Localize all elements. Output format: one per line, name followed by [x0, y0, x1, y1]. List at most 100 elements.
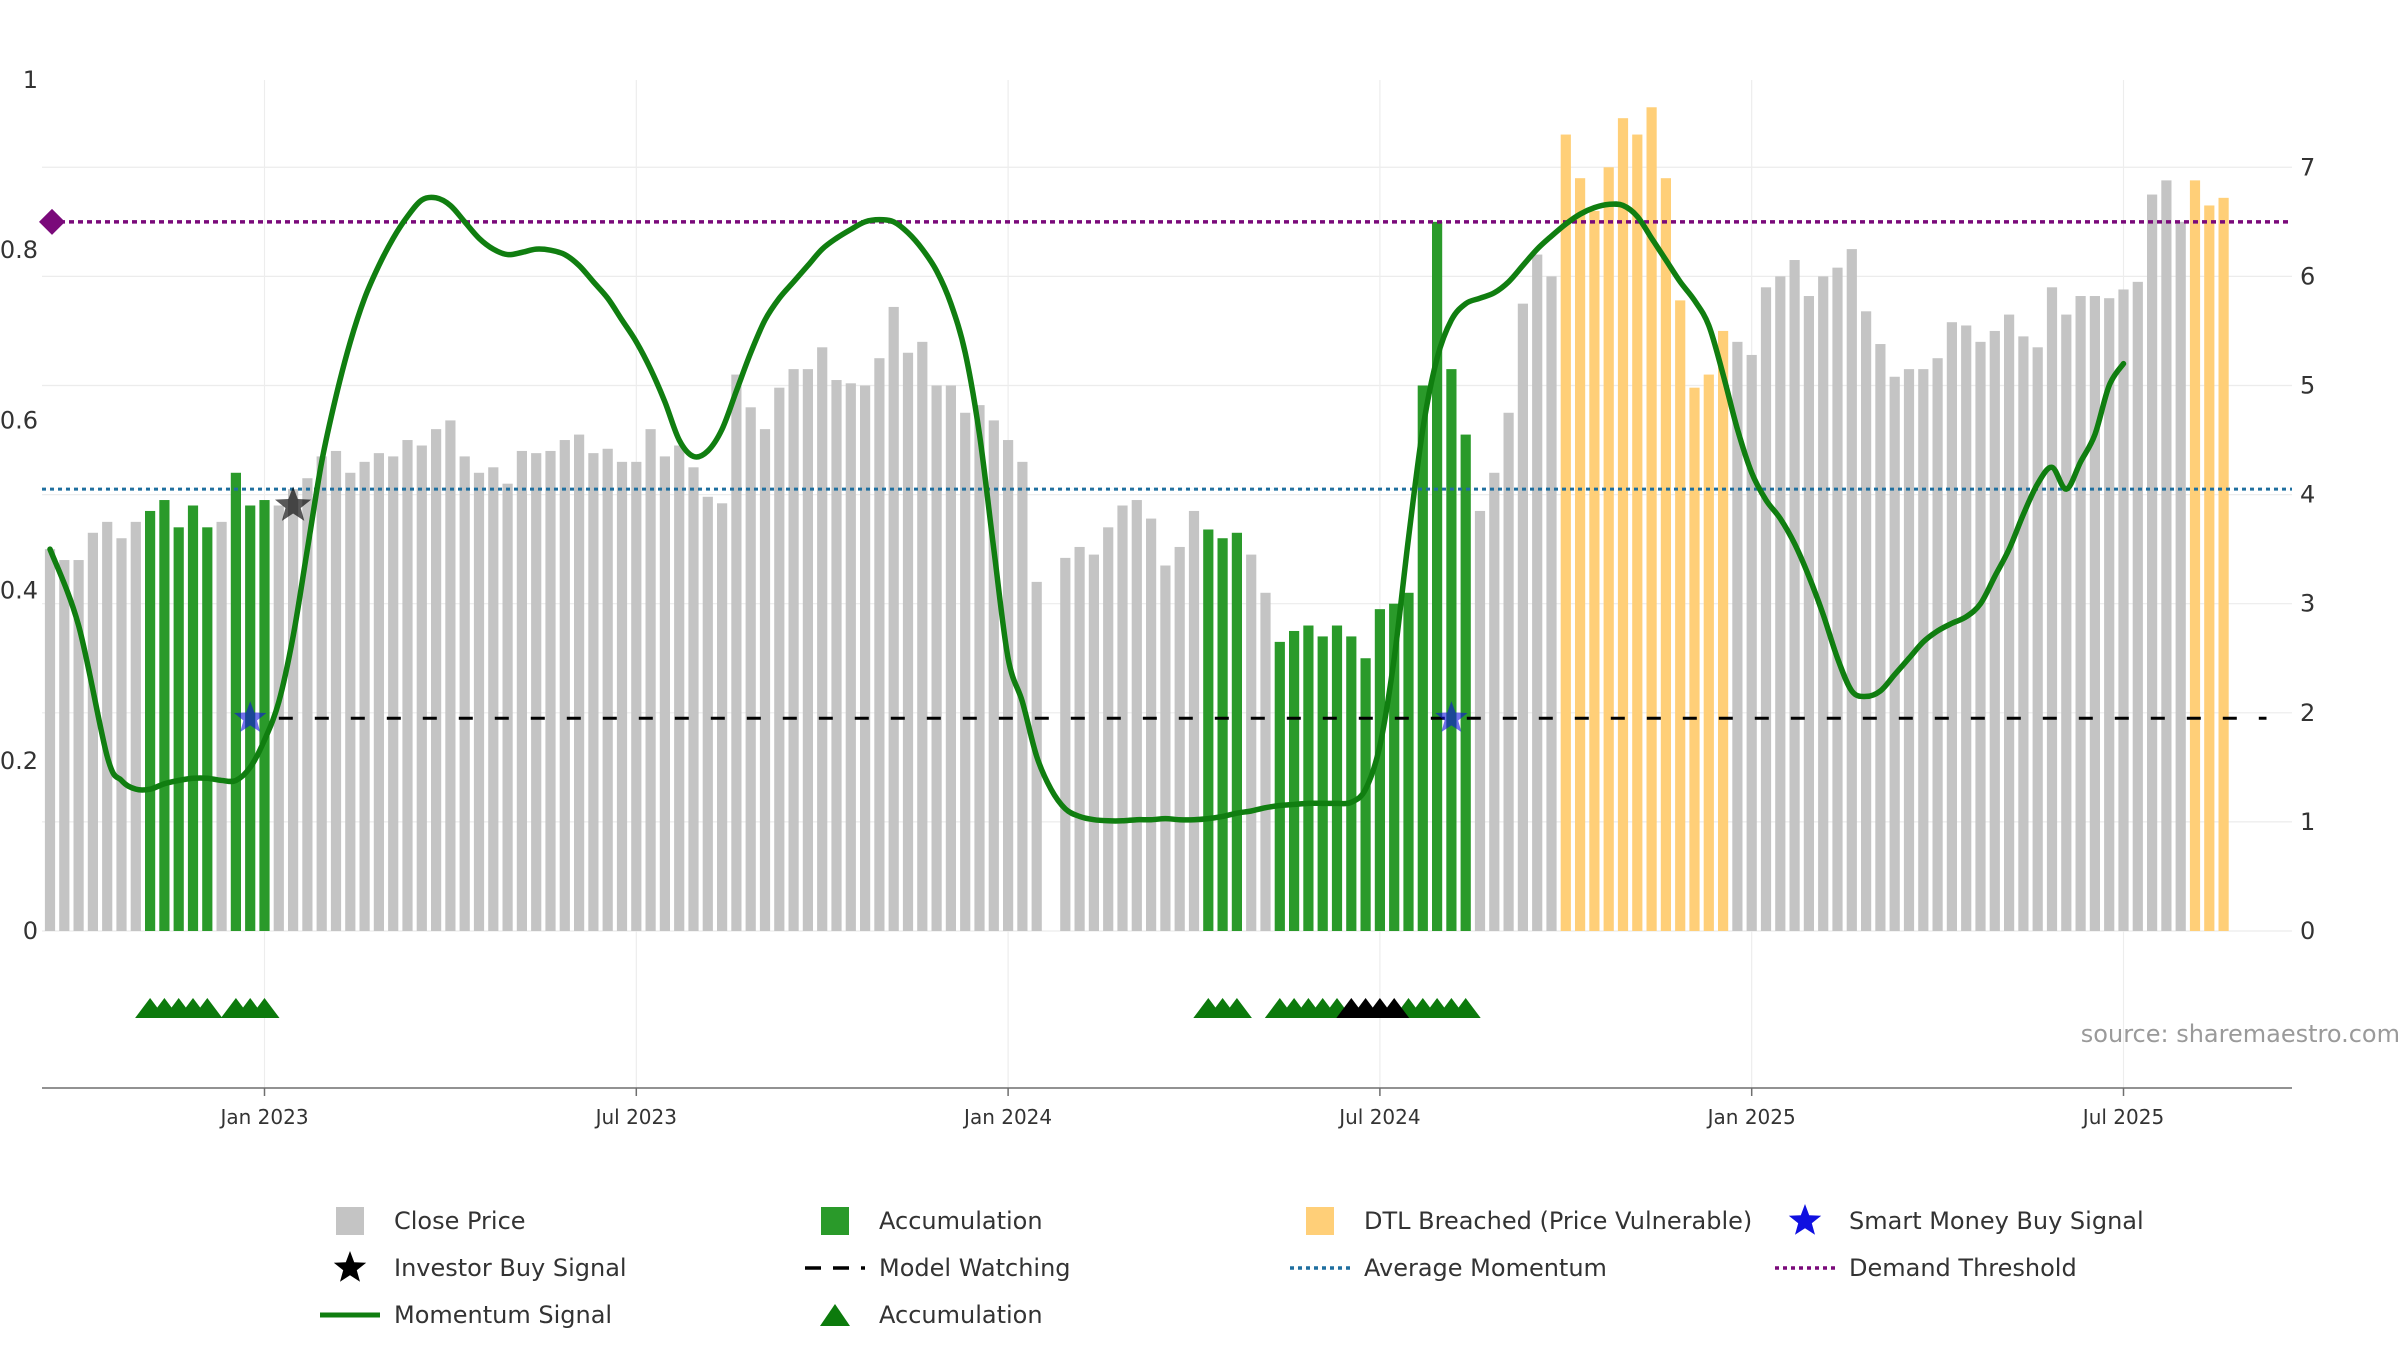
close-price-bar — [988, 420, 999, 931]
close-price-bar — [631, 461, 642, 931]
close-price-bar — [1760, 287, 1772, 931]
close-price-bar — [2175, 221, 2186, 932]
left-axis-tick-label: 0.8 — [0, 236, 38, 264]
triangle-icon — [805, 1300, 865, 1331]
close-price-bar — [1532, 254, 1543, 932]
smart-money-buy-star — [1435, 701, 1468, 732]
close-price-bar — [831, 380, 842, 931]
close-price-bar — [459, 456, 470, 931]
close-price-bar — [416, 445, 427, 931]
smart-money-buy-star — [234, 701, 267, 732]
legend-label: Close Price — [394, 1206, 526, 1235]
close-price-bar — [1260, 592, 1271, 931]
close-price-bar — [1789, 260, 1800, 931]
close-price-bar — [1546, 276, 1557, 931]
right-axis-tick-label: 5 — [2300, 371, 2315, 399]
legend-label: Model Watching — [879, 1253, 1071, 1282]
close-price-bar — [1861, 311, 1872, 931]
dtl-breached-bar — [1617, 118, 1629, 931]
axes: Jan 2023 Jul 2023 Jan 2024 Jul 2024 Jan 2025… — [0, 66, 2315, 1129]
right-axis-tick-label: 3 — [2300, 590, 2315, 618]
right-axis-tick-label: 1 — [2300, 808, 2315, 836]
legend-label: Momentum Signal — [394, 1301, 613, 1330]
legend-item-smart-money: Smart Money Buy Signal — [1775, 1203, 2220, 1236]
close-price-bar — [1875, 344, 1886, 931]
close-price-bar — [745, 407, 756, 931]
left-axis-tick-label: 0.4 — [0, 577, 38, 605]
legend-label: Average Momentum — [1364, 1253, 1607, 1282]
accumulation-bar — [173, 527, 184, 931]
legend-item-momentum: Momentum Signal — [320, 1300, 805, 1331]
x-tick-label: Jan 2024 — [962, 1105, 1052, 1129]
accumulation-bar — [1331, 625, 1343, 931]
accumulation-bar — [1432, 221, 1443, 932]
close-price-bar — [73, 560, 84, 931]
accumulation-triangle — [249, 998, 280, 1018]
close-price-bar — [1918, 369, 1929, 931]
close-price-bar — [1832, 267, 1843, 932]
line-icon — [320, 1300, 380, 1331]
close-price-bar — [1246, 554, 1257, 931]
close-price-bar — [373, 453, 384, 931]
dtl-breached-bar — [1560, 134, 1571, 932]
close-price-bar — [788, 369, 799, 931]
close-price-bar — [1103, 527, 1114, 931]
legend-item-dtl-breached: DTL Breached (Price Vulnerable) — [1290, 1205, 1775, 1236]
close-price-bar — [102, 521, 113, 931]
legend-item-demand-threshold: Demand Threshold — [1775, 1252, 2220, 1283]
accumulation-triangle-black — [1379, 998, 1410, 1018]
dotted-line-icon — [1290, 1252, 1350, 1283]
right-axis-tick-label: 0 — [2300, 917, 2315, 945]
dtl-breached-bar — [1718, 330, 1729, 931]
legend-item-average-momentum: Average Momentum — [1290, 1252, 1775, 1283]
close-price-bar — [1961, 325, 1972, 931]
close-price-bar — [1803, 296, 1814, 931]
close-price-bar — [2132, 281, 2143, 932]
accumulation-bar — [1374, 609, 1385, 931]
accumulation-bar — [159, 500, 170, 931]
close-price-bar — [874, 358, 885, 931]
close-price-bar — [1503, 412, 1514, 931]
close-price-bar — [402, 440, 413, 931]
investor-buy-star — [275, 486, 312, 521]
close-price-bar — [659, 456, 670, 931]
legend-item-investor-buy: Investor Buy Signal — [320, 1250, 805, 1283]
legend-item-model-watching: Model Watching — [805, 1252, 1290, 1283]
legend-label: Accumulation — [879, 1206, 1043, 1235]
close-price-bar — [330, 450, 342, 931]
signal-markers — [135, 486, 1481, 1018]
close-price-bar — [1088, 554, 1099, 931]
close-price-bar — [216, 521, 227, 931]
dtl-breached-bar — [1646, 107, 1657, 932]
close-price-bar — [130, 521, 141, 931]
close-price-bar — [774, 387, 785, 932]
close-price-bar — [1131, 500, 1142, 931]
right-axis-tick-label: 4 — [2300, 481, 2315, 509]
reference-lines — [39, 208, 2292, 720]
close-price-bar — [802, 369, 813, 931]
close-price-bar — [1989, 330, 2000, 931]
close-price-bar — [945, 385, 956, 931]
legend-label: Smart Money Buy Signal — [1849, 1206, 2144, 1235]
dtl-breached-bar — [1632, 134, 1643, 932]
legend-item-accumulation: Accumulation — [805, 1205, 1290, 1236]
close-price-bar — [2004, 314, 2015, 931]
close-price-bar — [1932, 358, 1943, 931]
source-label: source: sharemaestro.com — [2081, 1020, 2400, 1048]
accumulation-bar — [1460, 434, 1471, 931]
close-price-bar — [1975, 341, 1986, 931]
close-price-bar — [1060, 557, 1071, 931]
close-price-bar — [431, 429, 442, 931]
close-price-bar — [1946, 322, 1957, 931]
accumulation-bar — [1317, 636, 1328, 931]
star-icon — [1775, 1203, 1835, 1236]
left-axis-tick-label: 0 — [23, 917, 38, 945]
close-price-bar — [2075, 296, 2086, 931]
close-price-bar — [759, 429, 771, 931]
right-axis-tick-label: 6 — [2300, 262, 2315, 290]
close-price-bar — [359, 461, 370, 931]
dtl-breached-bar — [2218, 197, 2229, 932]
x-tick-label: Jul 2024 — [1337, 1105, 1420, 1129]
close-price-bar — [616, 461, 628, 931]
